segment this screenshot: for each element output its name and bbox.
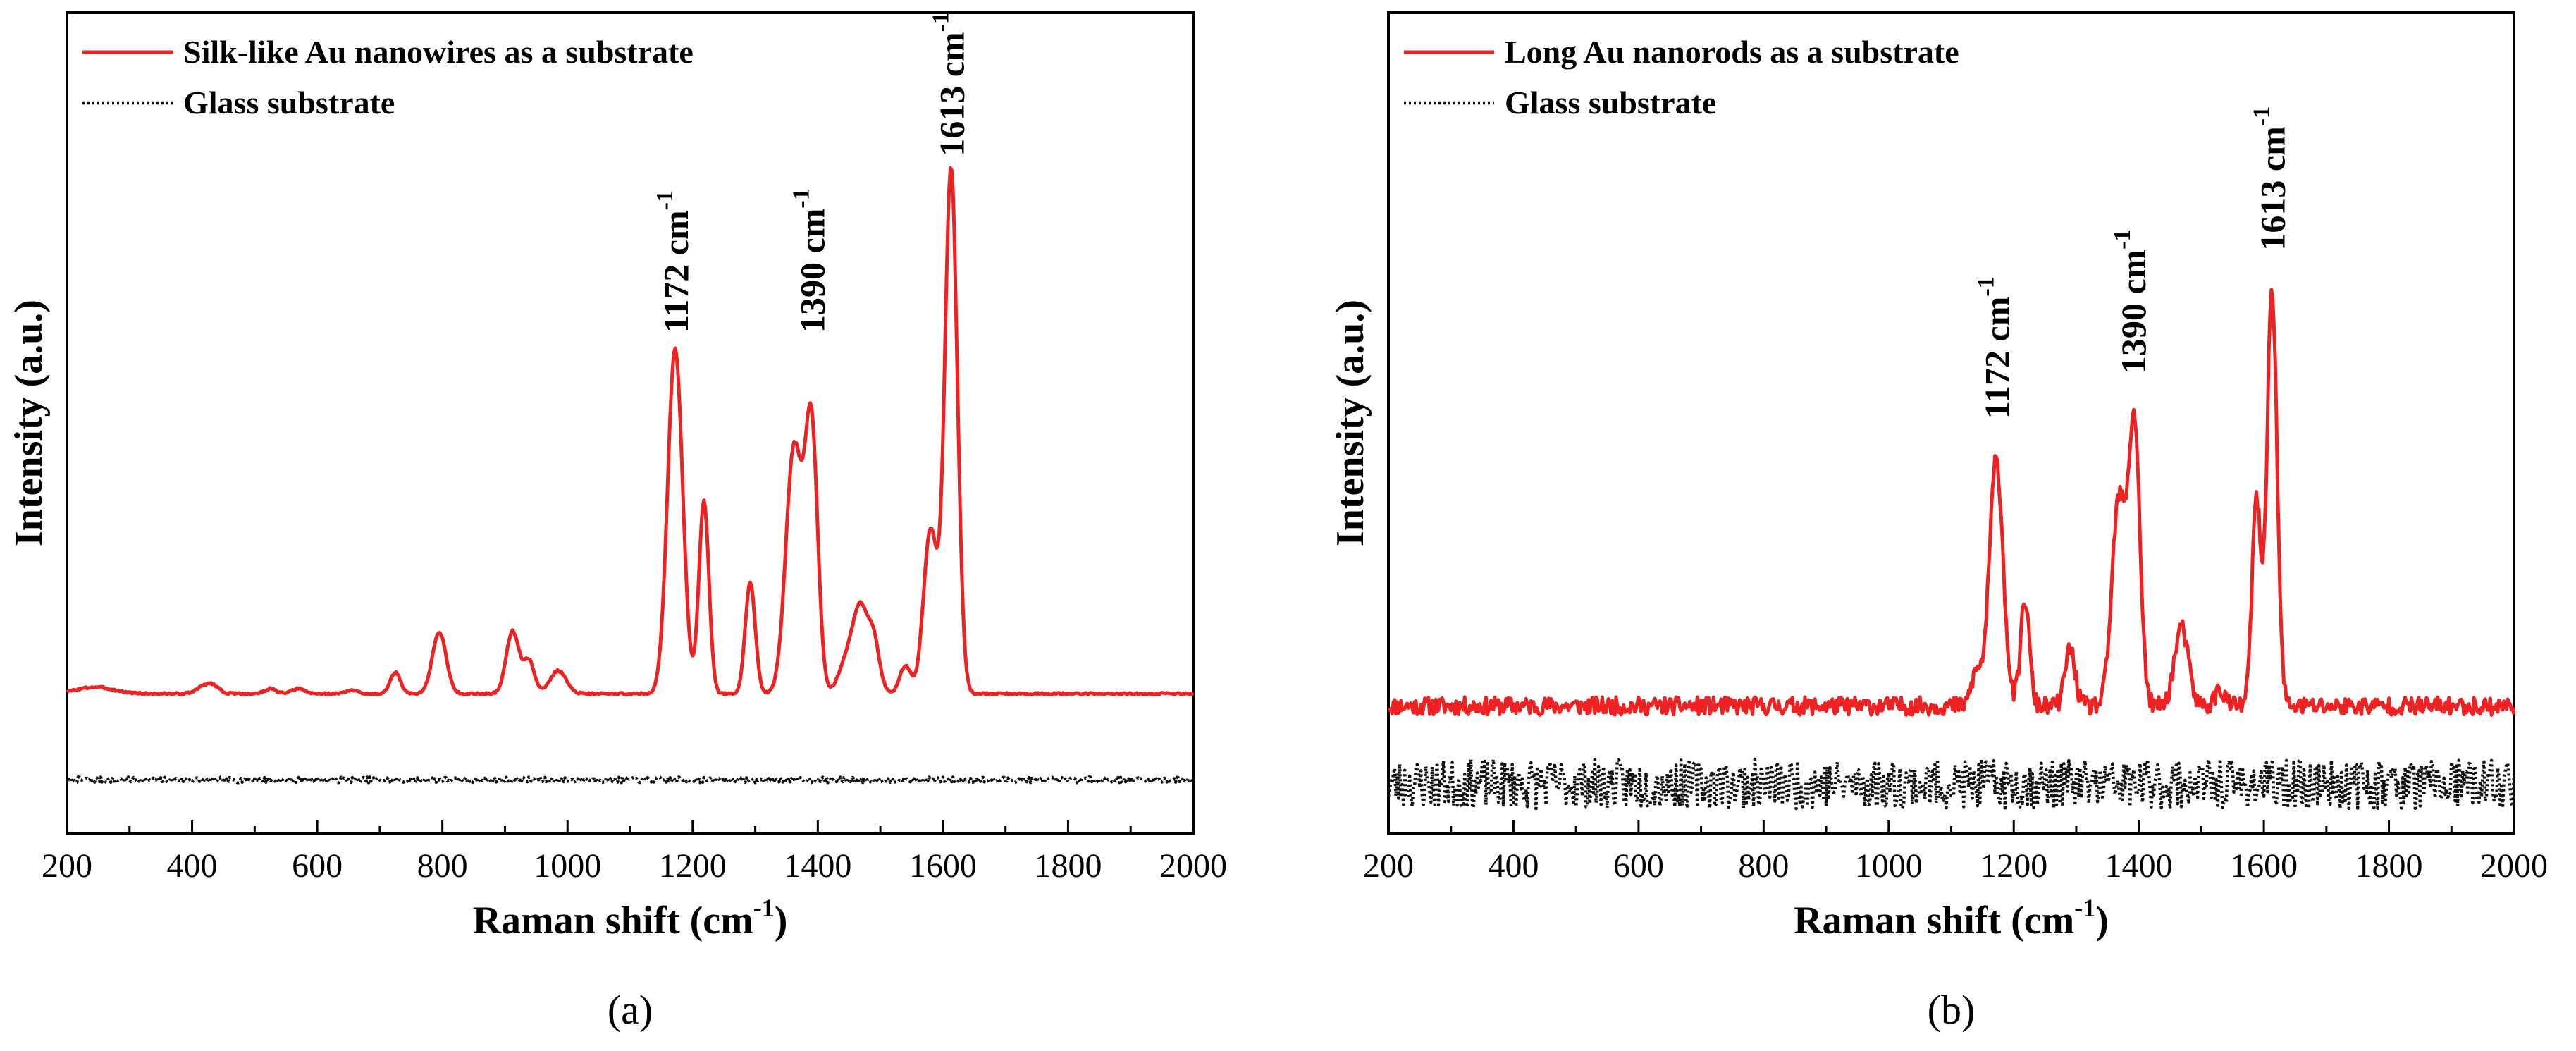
- series-line-glass: [1386, 758, 2516, 811]
- chart-panel-b: 200 400 600 800 1000 1200 1400 1600 1800 2000 Rama…: [1329, 11, 2548, 1033]
- peak-annotation: 1172 cm-1: [652, 190, 696, 333]
- x-tick-label: 2000: [1159, 847, 1227, 885]
- chart-panel-a: 200 400 600 800 1000 1200 1400 1600 1800 2000 Rama…: [7, 11, 1227, 1033]
- peak-annotation: 1390 cm-1: [788, 188, 832, 333]
- legend-label: Glass substrate: [183, 85, 395, 121]
- peak-annotation: 1390 cm-1: [2109, 229, 2153, 374]
- x-tick-label: 600: [292, 847, 343, 885]
- peak-annotation: 1613 cm-1: [928, 12, 971, 156]
- x-tick-label: 1600: [2230, 847, 2298, 885]
- x-tick-label: 200: [42, 847, 92, 885]
- x-tick-label: 1200: [1980, 847, 2047, 885]
- legend-label: Silk-like Au nanowires as a substrate: [183, 34, 694, 70]
- x-tick-label: 1400: [2105, 847, 2173, 885]
- series-line-glass: [65, 775, 1195, 785]
- y-axis-label: Intensity (a.u.): [7, 300, 51, 546]
- y-axis-label: Intensity (a.u.): [1329, 300, 1372, 546]
- series-line-substrate: [1387, 288, 2516, 717]
- plot-frame: [66, 11, 1195, 835]
- x-axis-label: Raman shift (cm-1): [1794, 894, 2109, 942]
- legend-label: Long Au nanorods as a substrate: [1505, 34, 1959, 70]
- x-tick-label: 800: [1738, 847, 1789, 885]
- x-tick-label: 400: [1488, 847, 1539, 885]
- x-tick-label: 200: [1363, 847, 1414, 885]
- x-tick-label: 1600: [909, 847, 977, 885]
- x-tick-label: 1400: [784, 847, 851, 885]
- x-axis-label: Raman shift (cm-1): [473, 894, 788, 942]
- x-tick-label: 800: [417, 847, 468, 885]
- x-tick-label: 600: [1613, 847, 1664, 885]
- panel-label: (b): [1928, 987, 1976, 1033]
- peak-annotation: 1172 cm-1: [1973, 276, 2016, 419]
- x-tick-label: 1800: [1034, 847, 1102, 885]
- x-tick-label: 1800: [2355, 847, 2423, 885]
- legend-label: Glass substrate: [1505, 85, 1716, 121]
- x-tick-label: 1000: [534, 847, 601, 885]
- series-line-substrate: [66, 166, 1195, 696]
- x-tick-label: 400: [167, 847, 218, 885]
- panel-label: (a): [608, 987, 653, 1033]
- peak-annotation: 1613 cm-1: [2249, 106, 2293, 251]
- x-tick-label: 1000: [1855, 847, 1923, 885]
- x-tick-label: 1200: [659, 847, 727, 885]
- x-tick-label: 2000: [2480, 847, 2548, 885]
